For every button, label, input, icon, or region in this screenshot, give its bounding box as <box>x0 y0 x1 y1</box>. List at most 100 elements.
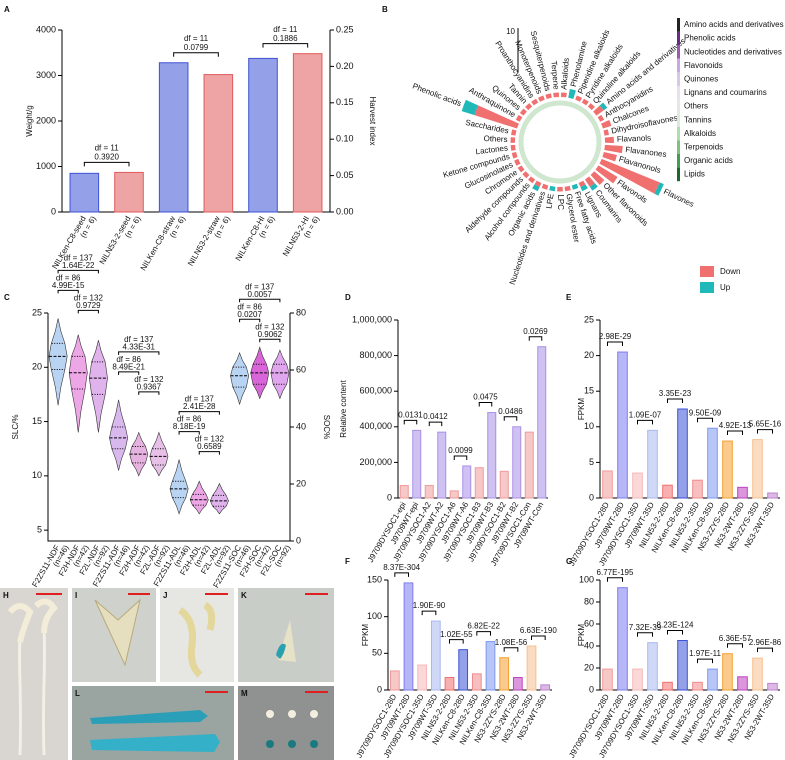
inner-ring <box>518 100 602 184</box>
panel-letter: A <box>4 5 10 14</box>
annotation-p: 8.23E-124 <box>657 621 694 630</box>
bracket <box>57 269 99 274</box>
annotation-p: 6.82E-22 <box>467 622 500 631</box>
radial-bar <box>580 184 588 192</box>
radial-bar <box>564 185 571 192</box>
bar <box>692 681 703 691</box>
annotation-df: df = 137 <box>245 282 275 291</box>
axis-title: Harvest index <box>368 97 377 146</box>
tick-label: 80 <box>584 596 594 606</box>
annotation-df: df = 132 <box>255 322 285 331</box>
bracket <box>259 338 281 343</box>
annotation-p: 4.99E-15 <box>52 281 85 290</box>
bar <box>437 431 447 499</box>
class-label: Alkaloids <box>684 129 716 138</box>
bracket <box>727 430 743 436</box>
bracket <box>77 309 99 314</box>
tick-label: 15 <box>32 416 42 426</box>
bar <box>158 62 189 213</box>
bar <box>767 492 778 499</box>
annotation-df: df = 86 <box>56 274 81 283</box>
bar <box>412 429 422 499</box>
bracket <box>421 610 437 616</box>
annotation-df: df = 137 <box>124 335 154 344</box>
annotation-df: df = 86 <box>237 302 262 311</box>
radial-bar <box>545 93 552 100</box>
bar <box>487 412 497 499</box>
tick-label: 0 <box>589 684 594 694</box>
x-tick-label: NILN53-2-seed <box>98 215 133 266</box>
tick-label: 60 <box>296 364 306 374</box>
photo-k: K <box>238 588 334 682</box>
class-label: Lipids <box>684 170 705 179</box>
violin <box>109 399 128 471</box>
x-tick-label: NILN53-2-straw <box>186 214 222 267</box>
bar <box>677 408 688 499</box>
category-label: LPE <box>544 193 555 209</box>
radial-bar <box>568 88 576 100</box>
x-tick-label: NILKen-C8-HI <box>234 215 267 263</box>
annotation-p: 0.9367 <box>137 382 162 391</box>
axis-title: FPKM <box>577 398 586 421</box>
annotation-p: 0.0486 <box>498 407 523 416</box>
radial-bar <box>654 182 664 196</box>
tick-label: 20 <box>584 350 594 360</box>
bracket <box>239 298 281 303</box>
bar <box>752 439 763 499</box>
annotation-p: 0.6589 <box>197 442 222 451</box>
bar <box>462 465 472 499</box>
panel-letter: H <box>3 591 9 600</box>
photo-background <box>0 588 68 760</box>
bracket <box>57 289 79 294</box>
bar <box>647 429 658 499</box>
bar <box>662 681 673 691</box>
bracket <box>198 451 220 455</box>
radial-bar <box>561 92 567 98</box>
bracket <box>697 417 713 423</box>
tick-label: 1000 <box>36 161 56 171</box>
panel-letter: M <box>241 689 248 698</box>
radial-bar <box>528 176 536 184</box>
tick-label: 10 <box>584 421 594 431</box>
panel-letter: E <box>566 293 572 302</box>
radial-bar <box>587 103 595 111</box>
tick-label: 40 <box>296 421 306 431</box>
bracket <box>607 341 623 347</box>
tick-label: 2000 <box>36 115 56 125</box>
panel-letter: J <box>163 591 167 600</box>
bar <box>617 351 628 499</box>
tick-label: 100 <box>367 611 382 621</box>
panel-letter: K <box>241 591 247 600</box>
bracket <box>118 371 140 375</box>
annotation-p: 1.97E-11 <box>689 649 721 658</box>
class-label: Organic acids <box>684 156 733 165</box>
radial-bar <box>578 180 586 188</box>
seed <box>266 710 274 718</box>
bar <box>526 645 537 691</box>
annotation-df: df = 132 <box>74 294 104 303</box>
tick-label: 0 <box>296 535 301 545</box>
radial-bar <box>525 103 533 111</box>
class-swatch <box>677 126 680 141</box>
bar <box>399 485 409 499</box>
legend-swatch <box>700 282 714 293</box>
bar <box>389 670 400 691</box>
radial-bar <box>532 184 540 192</box>
bar <box>499 470 509 499</box>
annotation-p: 8.18E-19 <box>173 422 206 431</box>
bar <box>474 467 484 499</box>
violin <box>210 482 229 515</box>
tick-label: 800,000 <box>359 350 392 360</box>
panel-letter: F <box>345 557 350 566</box>
bracket <box>531 635 546 640</box>
bracket <box>476 631 491 636</box>
annotation-df: df = 137 <box>185 395 215 404</box>
bar <box>647 642 658 691</box>
tick-label: 60 <box>584 618 594 628</box>
annotation-df: df = 11 <box>95 144 120 153</box>
radial-bar <box>599 102 608 111</box>
annotation-p: 1.90E-90 <box>413 601 446 610</box>
category-label: LPC <box>556 194 565 210</box>
radial-bar <box>461 99 479 116</box>
